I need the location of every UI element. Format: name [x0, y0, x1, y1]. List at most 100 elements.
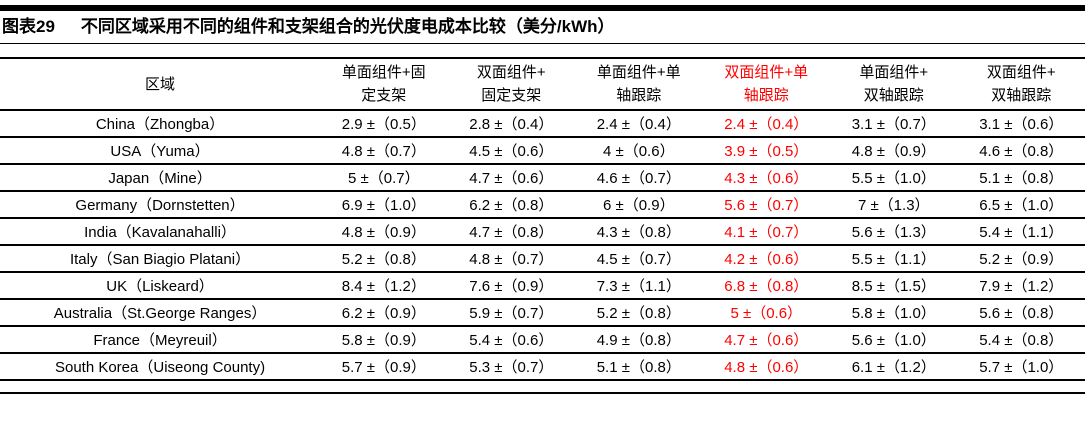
- value-cell: 5.2 ±（0.8）: [575, 299, 703, 327]
- value-cell: 4.8 ±（0.9）: [830, 137, 958, 165]
- value-cell-highlighted: 2.4 ±（0.4）: [702, 110, 830, 138]
- table-row: India（Kavalanahalli） 4.8 ±（0.9） 4.7 ±（0.…: [0, 218, 1085, 246]
- value-cell-highlighted: 5 ±（0.6）: [702, 299, 830, 327]
- column-header-line2: 轴跟踪: [616, 87, 662, 104]
- value-cell: 5.5 ±（1.1）: [830, 245, 958, 273]
- table-row: Australia（St.George Ranges） 6.2 ±（0.9） 5…: [0, 299, 1085, 327]
- value-cell: 7 ±（1.3）: [830, 191, 958, 219]
- figure-title: 不同区域采用不同的组件和支架组合的光伏度电成本比较（美分/kWh）: [80, 17, 615, 36]
- value-cell: 5.6 ±（1.3）: [830, 218, 958, 246]
- value-cell: 5.6 ±（1.0）: [830, 326, 958, 354]
- region-cell: Italy（San Biagio Platani）: [0, 245, 321, 273]
- value-cell-highlighted: 4.8 ±（0.6）: [702, 353, 830, 381]
- value-cell: 4.7 ±（0.6）: [447, 164, 576, 192]
- value-cell: 6.2 ±（0.8）: [447, 191, 576, 219]
- region-cell: Germany（Dornstetten）: [0, 191, 321, 219]
- table-row: France（Meyreuil） 5.8 ±（0.9） 5.4 ±（0.6） 4…: [0, 326, 1085, 354]
- region-cell: USA（Yuma）: [0, 137, 321, 165]
- value-cell: 5.4 ±（0.6）: [447, 326, 576, 354]
- value-cell: 5.1 ±（0.8）: [957, 164, 1085, 192]
- table-row: USA（Yuma） 4.8 ±（0.7） 4.5 ±（0.6） 4 ±（0.6）…: [0, 137, 1085, 165]
- figure-label: 图表29: [2, 17, 55, 36]
- value-cell: 4.6 ±（0.8）: [957, 137, 1085, 165]
- title-divider-bar: [0, 5, 1085, 11]
- column-header-line2: 定支架: [361, 87, 407, 104]
- value-cell: 4.8 ±（0.9）: [320, 218, 448, 246]
- value-cell: 6.1 ±（1.2）: [830, 353, 958, 381]
- title-underline-rule: [0, 43, 1085, 44]
- value-cell: 5.3 ±（0.7）: [447, 353, 576, 381]
- value-cell: 2.8 ±（0.4）: [447, 110, 576, 138]
- column-header-line1: 双面组件+: [476, 64, 546, 81]
- figure-title-row: 图表29 不同区域采用不同的组件和支架组合的光伏度电成本比较（美分/kWh）: [0, 11, 1085, 43]
- region-cell: India（Kavalanahalli）: [0, 218, 321, 246]
- value-cell: 6.9 ±（1.0）: [320, 191, 448, 219]
- value-cell-highlighted: 6.8 ±（0.8）: [702, 272, 830, 300]
- column-header-mono-dual-axis: 单面组件+ 双轴跟踪: [830, 58, 958, 111]
- region-cell: Australia（St.George Ranges）: [0, 299, 321, 327]
- lcoe-comparison-table: 区域 单面组件+固 定支架 双面组件+ 固定支架 单面组件+单 轴跟踪 双面组件…: [0, 57, 1085, 381]
- value-cell: 4.8 ±（0.7）: [447, 245, 576, 273]
- column-header-line2: 固定支架: [481, 87, 542, 104]
- value-cell-highlighted: 4.3 ±（0.6）: [702, 164, 830, 192]
- value-cell: 8.4 ±（1.2）: [320, 272, 448, 300]
- value-cell-highlighted: 4.1 ±（0.7）: [702, 218, 830, 246]
- value-cell: 8.5 ±（1.5）: [830, 272, 958, 300]
- value-cell: 5.4 ±（0.8）: [957, 326, 1085, 354]
- value-cell: 2.4 ±（0.4）: [575, 110, 703, 138]
- column-header-bifacial-fixed: 双面组件+ 固定支架: [447, 58, 576, 111]
- value-cell-highlighted: 3.9 ±（0.5）: [702, 137, 830, 165]
- value-cell: 4 ±（0.6）: [575, 137, 703, 165]
- column-header-bifacial-single-axis-highlighted: 双面组件+单 轴跟踪: [702, 58, 830, 111]
- value-cell: 4.6 ±（0.7）: [575, 164, 703, 192]
- column-header-line1: 双面组件+单: [724, 64, 809, 81]
- column-header-line1: 单面组件+: [859, 64, 929, 81]
- value-cell: 6 ±（0.9）: [575, 191, 703, 219]
- value-cell: 4.9 ±（0.8）: [575, 326, 703, 354]
- table-header-row: 区域 单面组件+固 定支架 双面组件+ 固定支架 单面组件+单 轴跟踪 双面组件…: [0, 58, 1085, 111]
- region-cell: Japan（Mine）: [0, 164, 321, 192]
- column-header-line2: 双轴跟踪: [863, 87, 924, 104]
- value-cell: 3.1 ±（0.6）: [957, 110, 1085, 138]
- value-cell: 3.1 ±（0.7）: [830, 110, 958, 138]
- table-row: China（Zhongba） 2.9 ±（0.5） 2.8 ±（0.4） 2.4…: [0, 110, 1085, 138]
- value-cell: 5.6 ±（0.8）: [957, 299, 1085, 327]
- table-row: Germany（Dornstetten） 6.9 ±（1.0） 6.2 ±（0.…: [0, 191, 1085, 219]
- value-cell: 4.8 ±（0.7）: [320, 137, 448, 165]
- value-cell: 4.3 ±（0.8）: [575, 218, 703, 246]
- value-cell: 4.7 ±（0.8）: [447, 218, 576, 246]
- column-header-line1: 双面组件+: [986, 64, 1056, 81]
- value-cell: 5.8 ±（0.9）: [320, 326, 448, 354]
- column-header-line2: 双轴跟踪: [991, 87, 1052, 104]
- value-cell-highlighted: 4.7 ±（0.6）: [702, 326, 830, 354]
- column-header-line1: 单面组件+单: [596, 64, 681, 81]
- region-cell: France（Meyreuil）: [0, 326, 321, 354]
- value-cell: 2.9 ±（0.5）: [320, 110, 448, 138]
- value-cell: 7.9 ±（1.2）: [957, 272, 1085, 300]
- value-cell: 5.8 ±（1.0）: [830, 299, 958, 327]
- value-cell: 5.1 ±（0.8）: [575, 353, 703, 381]
- table-row: Japan（Mine） 5 ±（0.7） 4.7 ±（0.6） 4.6 ±（0.…: [0, 164, 1085, 192]
- value-cell: 5.9 ±（0.7）: [447, 299, 576, 327]
- table-row: Italy（San Biagio Platani） 5.2 ±（0.8） 4.8…: [0, 245, 1085, 273]
- value-cell: 5.7 ±（1.0）: [957, 353, 1085, 381]
- region-cell: UK（Liskeard）: [0, 272, 321, 300]
- table-row: UK（Liskeard） 8.4 ±（1.2） 7.6 ±（0.9） 7.3 ±…: [0, 272, 1085, 300]
- region-cell: South Korea（Uiseong County): [0, 353, 321, 381]
- value-cell: 6.5 ±（1.0）: [957, 191, 1085, 219]
- table-row: South Korea（Uiseong County) 5.7 ±（0.9） 5…: [0, 353, 1085, 381]
- value-cell: 5.7 ±（0.9）: [320, 353, 448, 381]
- column-header-mono-fixed: 单面组件+固 定支架: [320, 58, 448, 111]
- column-header-mono-single-axis: 单面组件+单 轴跟踪: [575, 58, 703, 111]
- region-column-header: 区域: [0, 58, 321, 111]
- value-cell: 5 ±（0.7）: [320, 164, 448, 192]
- value-cell: 5.4 ±（1.1）: [957, 218, 1085, 246]
- value-cell: 5.2 ±（0.9）: [957, 245, 1085, 273]
- value-cell-highlighted: 4.2 ±（0.6）: [702, 245, 830, 273]
- value-cell: 6.2 ±（0.9）: [320, 299, 448, 327]
- region-cell: China（Zhongba）: [0, 110, 321, 138]
- column-header-line1: 单面组件+固: [341, 64, 426, 81]
- value-cell: 7.3 ±（1.1）: [575, 272, 703, 300]
- value-cell: 5.2 ±（0.8）: [320, 245, 448, 273]
